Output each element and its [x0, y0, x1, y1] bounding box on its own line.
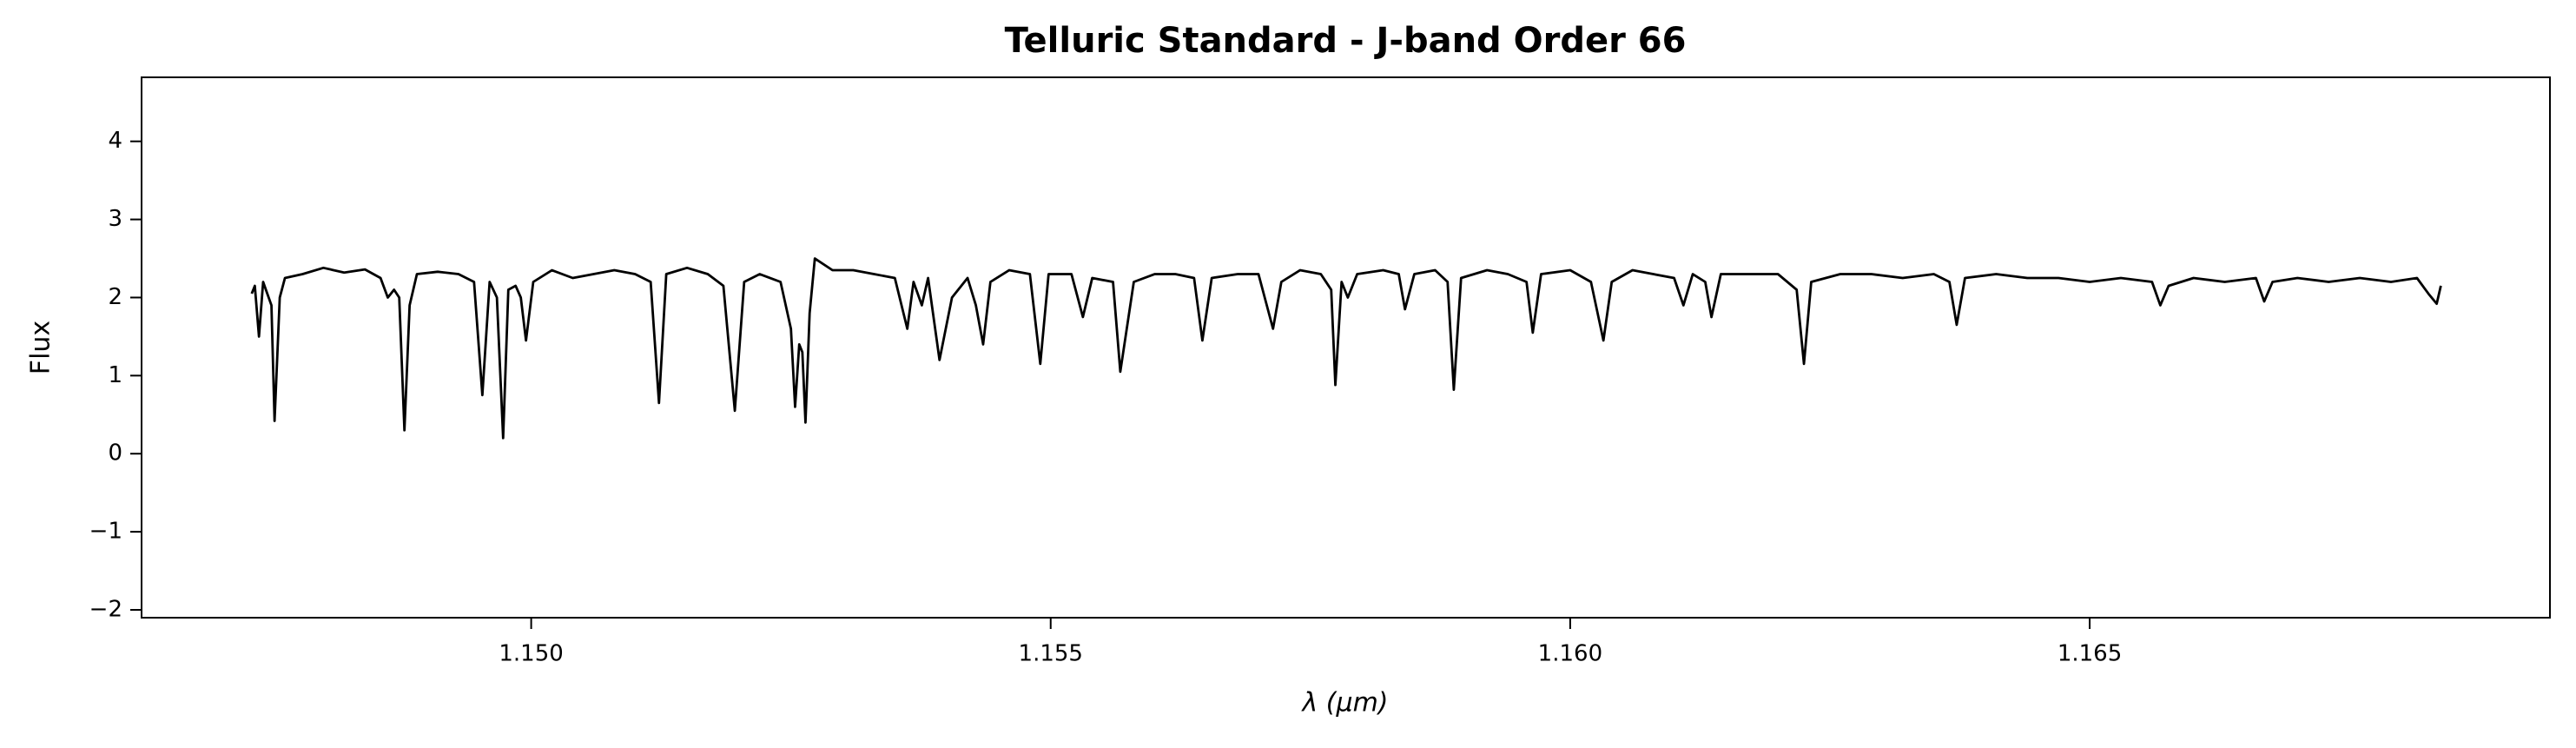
x-tick-label: 1.165: [2057, 641, 2122, 667]
chart-title: Telluric Standard - J-band Order 66: [1005, 21, 1687, 61]
y-tick-label: 4: [108, 128, 122, 154]
y-tick-label: −1: [89, 519, 122, 545]
y-axis-label: Flux: [26, 321, 56, 374]
y-tick-label: 2: [108, 284, 122, 310]
y-tick-label: 1: [108, 362, 122, 388]
y-tick-label: 0: [108, 440, 122, 467]
spectrum-line: [250, 257, 2442, 440]
x-tick-label: 1.150: [499, 641, 563, 667]
y-tick-label: −2: [89, 597, 122, 623]
x-tick-label: 1.160: [1538, 641, 1602, 667]
x-axis-label: λ (μm): [1300, 688, 1388, 718]
plot-frame: [141, 76, 2551, 619]
y-tick-label: 3: [108, 206, 122, 232]
x-tick-label: 1.155: [1019, 641, 1083, 667]
